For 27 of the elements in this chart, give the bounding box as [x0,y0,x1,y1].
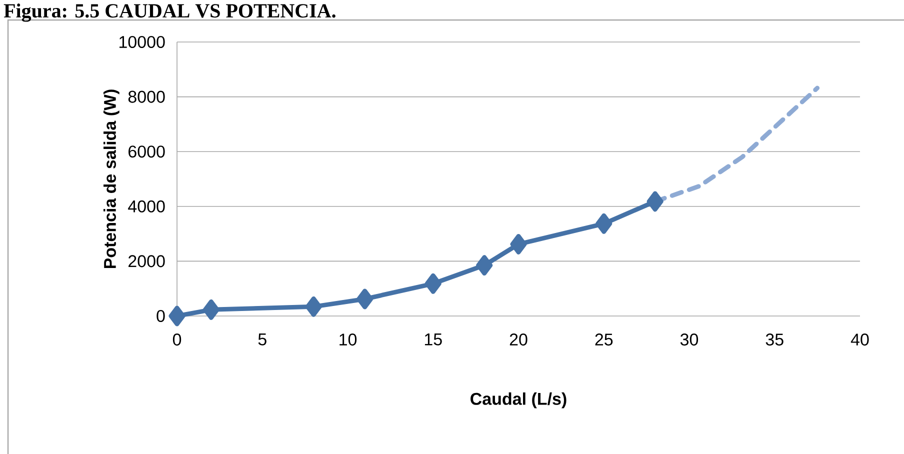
x-tick-label: 0 [172,334,182,346]
y-tick-label: 10000 [120,36,165,48]
x-tick-label: 5 [258,334,266,346]
y-tick-label: 8000 [128,90,165,103]
y-tick-label: 0 [156,310,165,322]
point [168,306,186,326]
x-tick-label: 15 [424,334,442,346]
point [356,288,374,310]
y-tick-label: 4000 [128,200,165,212]
point [510,234,527,254]
y-tick-label: 2000 [128,255,165,268]
x-tick-label: 10 [340,334,357,346]
x-axis-title: Caudal (L/s) [470,392,566,408]
x-tick-label: 25 [595,334,613,346]
point [202,299,220,320]
x-tick-label: 35 [766,334,784,346]
point [424,273,442,294]
point [476,255,493,276]
point [646,191,664,212]
x-tick-label: 20 [510,334,528,346]
y-tick-label: 6000 [128,146,165,158]
x-tick-label: 40 [850,334,869,346]
y-axis-title: Potencia de salida (W) [104,90,120,268]
point [596,213,612,234]
x-tick-label: 30 [680,334,698,346]
point [305,296,322,317]
chart-title: Figura: 5.5 CAUDAL VS POTENCIA. [4,4,336,22]
